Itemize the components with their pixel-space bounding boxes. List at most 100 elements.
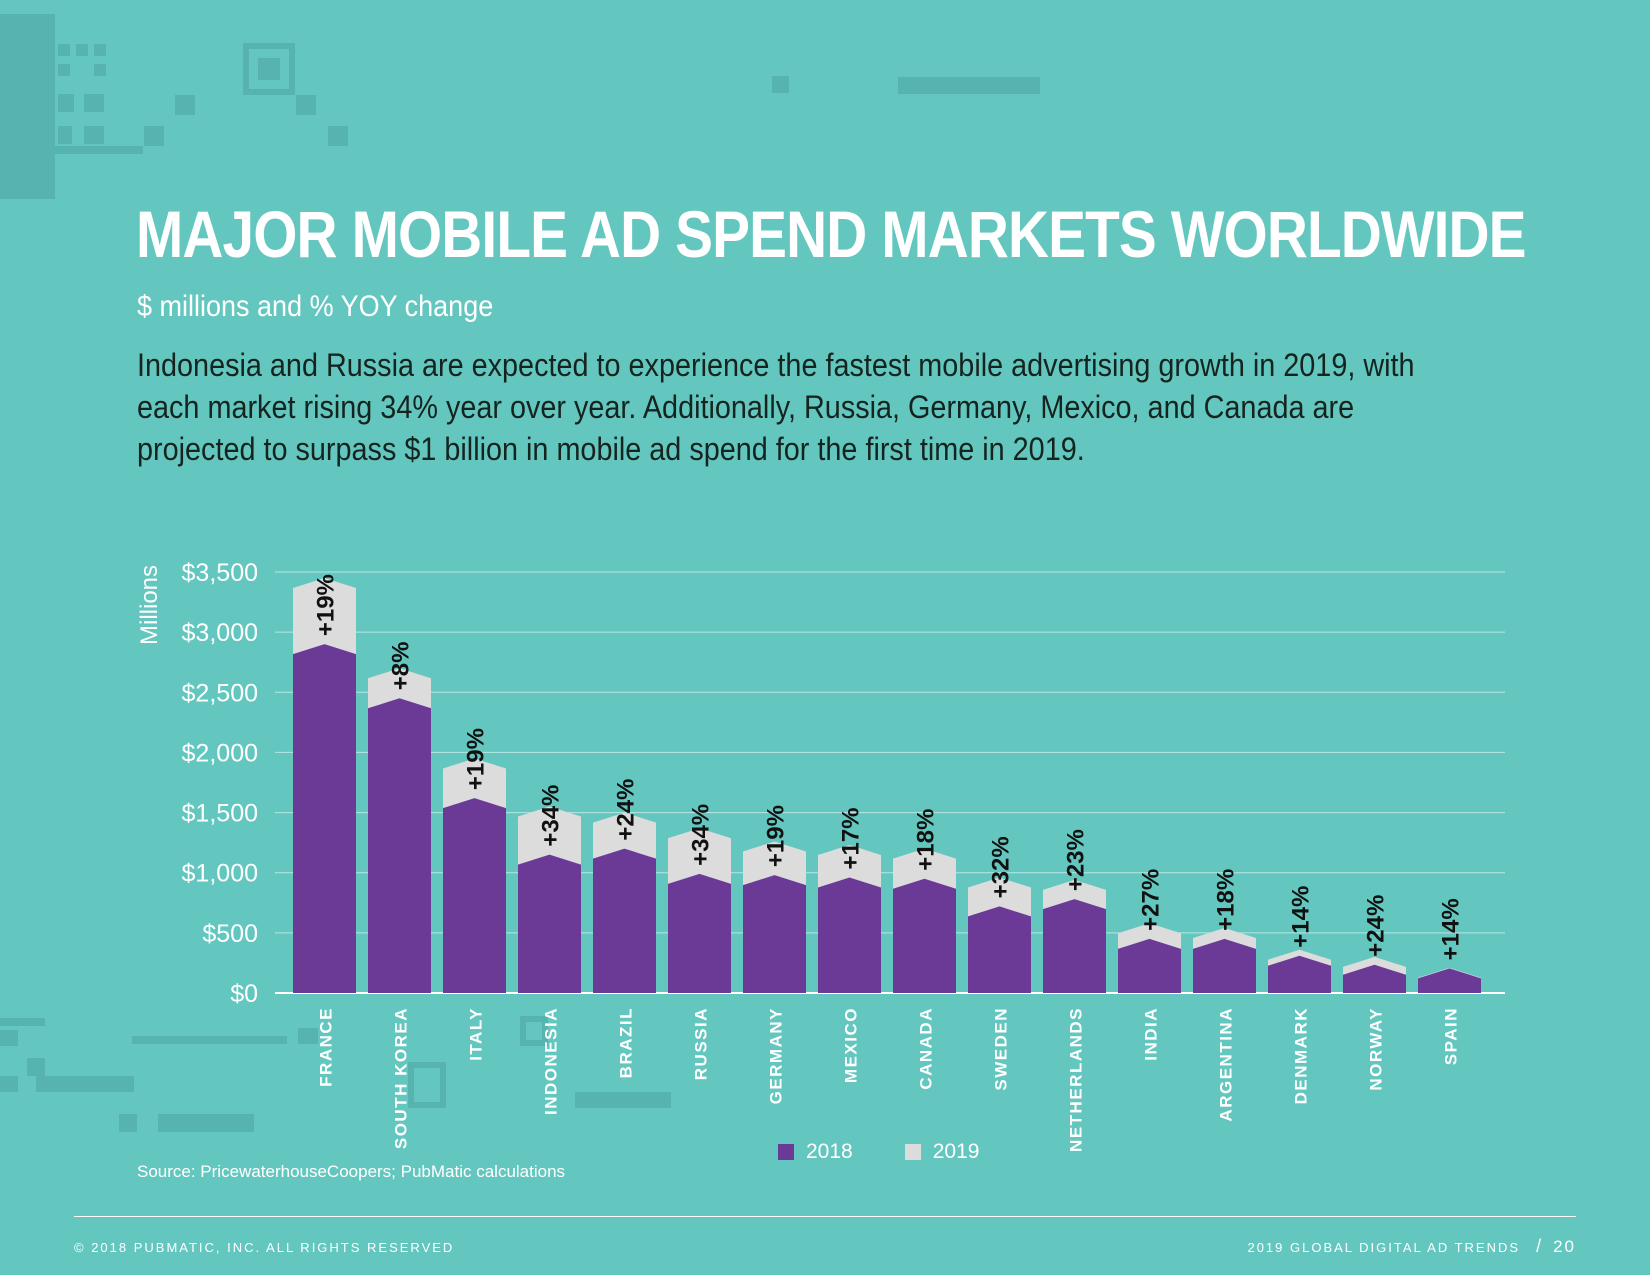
growth-label: +18%: [1213, 869, 1240, 931]
x-category-label: CANADA: [917, 1007, 936, 1090]
decorative-block: [296, 95, 316, 115]
growth-label: +19%: [763, 805, 790, 867]
growth-label: +19%: [463, 728, 490, 790]
decorative-block: [84, 126, 104, 144]
bar-2018: [1343, 964, 1406, 993]
x-category-label: NETHERLANDS: [1067, 1007, 1086, 1152]
bar-2018: [743, 875, 806, 993]
x-category-label: MEXICO: [842, 1007, 861, 1083]
footer-divider: [74, 1216, 1576, 1217]
page-description: Indonesia and Russia are expected to exp…: [137, 347, 1415, 467]
decorative-block: [772, 76, 789, 93]
legend-label-2018: 2018: [806, 1140, 853, 1163]
x-category-label: RUSSIA: [692, 1007, 711, 1080]
x-category-label: SWEDEN: [992, 1007, 1011, 1091]
decorative-block: [27, 1058, 45, 1076]
decorative-block: [76, 44, 88, 56]
bar-2018: [893, 878, 956, 993]
decorative-square-outline: [408, 1062, 446, 1108]
x-category-label: SPAIN: [1442, 1007, 1461, 1065]
growth-label: +34%: [538, 785, 565, 847]
footer-separator: /: [1536, 1236, 1542, 1256]
y-tick-label: $1,000: [182, 860, 258, 888]
decorative-block: [58, 126, 72, 144]
footer-copyright: © 2018 PUBMATIC, INC. ALL RIGHTS RESERVE…: [74, 1240, 455, 1255]
growth-label: +23%: [1063, 829, 1090, 891]
bar-2018: [1418, 968, 1481, 993]
decorative-block: [258, 58, 280, 80]
decorative-block: [58, 94, 74, 112]
legend-item-2019: 2019: [904, 1140, 980, 1164]
bar-2018: [368, 698, 431, 993]
decorative-square-outline: [520, 1016, 548, 1046]
decorative-block: [84, 94, 104, 112]
decorative-block: [55, 146, 143, 154]
growth-label: +14%: [1438, 898, 1465, 960]
footer-page-number: 20: [1553, 1237, 1576, 1256]
x-category-label: ARGENTINA: [1217, 1007, 1236, 1122]
decorative-square-outline: [243, 43, 295, 95]
x-category-label: DENMARK: [1292, 1007, 1311, 1104]
y-tick-label: $3,500: [182, 559, 258, 587]
decorative-block: [58, 44, 70, 56]
growth-label: +24%: [1363, 895, 1390, 957]
bar-2018: [593, 848, 656, 993]
legend-label-2019: 2019: [932, 1140, 980, 1163]
decorative-block: [328, 126, 348, 146]
decorative-block: [0, 1030, 18, 1046]
bar-2018: [1268, 955, 1331, 993]
decorative-block: [898, 77, 1040, 94]
y-tick-label: $2,500: [182, 679, 258, 707]
footer-page-info: 2019 GLOBAL DIGITAL AD TRENDS / 20: [1247, 1236, 1576, 1257]
growth-label: +32%: [988, 836, 1015, 898]
x-category-label: INDIA: [1142, 1007, 1161, 1061]
x-category-label: INDONESIA: [542, 1007, 561, 1115]
page-title: MAJOR MOBILE AD SPEND MARKETS WORLDWIDE: [136, 197, 1527, 271]
x-category-label: BRAZIL: [617, 1007, 636, 1078]
page-subtitle: $ millions and % YOY change: [137, 290, 494, 323]
bar-2018: [818, 877, 881, 993]
growth-label: +14%: [1288, 886, 1315, 948]
decorative-block: [158, 1114, 254, 1132]
decorative-block: [175, 95, 195, 115]
y-tick-label: $2,000: [182, 739, 258, 767]
bar-2018: [1043, 899, 1106, 993]
decorative-block: [144, 126, 164, 146]
growth-label: +17%: [838, 807, 865, 869]
bar-2018: [1118, 938, 1181, 993]
source-note: Source: PricewaterhouseCoopers; PubMatic…: [137, 1162, 566, 1181]
decorative-block: [575, 1092, 671, 1108]
decorative-block: [94, 44, 106, 56]
growth-label: +24%: [613, 779, 640, 841]
decorative-block: [94, 64, 106, 76]
legend-swatch-2019: [904, 1144, 921, 1160]
chart-bars: [293, 578, 1481, 993]
decorative-block: [58, 64, 70, 76]
bar-2018: [1193, 938, 1256, 993]
chart-legend: 2018 2019: [778, 1140, 1031, 1164]
x-category-label: SOUTH KOREA: [392, 1007, 411, 1149]
decorative-block: [132, 1036, 287, 1044]
y-axis-title: Millions: [136, 565, 163, 645]
bar-2018: [518, 854, 581, 993]
x-category-label: NORWAY: [1367, 1007, 1386, 1091]
x-category-label: ITALY: [467, 1007, 486, 1061]
growth-label: +19%: [313, 574, 340, 636]
bar-2018: [668, 873, 731, 993]
x-category-label: FRANCE: [317, 1007, 336, 1087]
y-tick-label: $1,500: [182, 800, 258, 828]
x-category-label: GERMANY: [767, 1007, 786, 1104]
y-tick-label: $0: [230, 980, 258, 1008]
decorative-block: [36, 1076, 134, 1092]
decorative-block: [298, 1028, 318, 1044]
bar-2018: [443, 798, 506, 993]
bar-2018: [293, 644, 356, 993]
decorative-block: [0, 1018, 45, 1026]
chart-labels: $0 $500 $1,000 $1,500 $2,000 $2,500 $3,000 $3,5…: [182, 559, 1465, 1152]
bar-2018: [968, 906, 1031, 993]
legend-item-2018: 2018: [778, 1140, 853, 1164]
decorative-block: [0, 1076, 18, 1092]
decorative-block: [0, 14, 55, 199]
growth-label: +18%: [913, 809, 940, 871]
